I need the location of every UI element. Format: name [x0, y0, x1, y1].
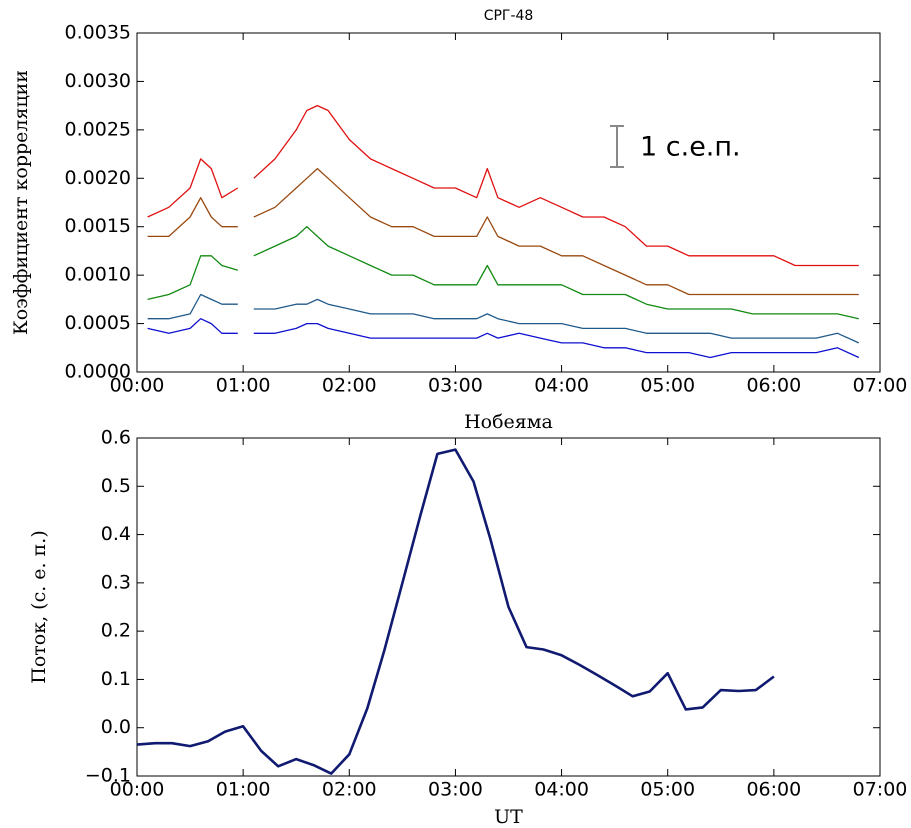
y-tick-label: −0.1	[85, 765, 131, 787]
y-tick-label: 0.6	[101, 427, 131, 449]
y-axis-label: Поток, (с. е. п.)	[28, 530, 50, 683]
x-tick-label: 03:00	[428, 779, 483, 801]
y-tick-label: 0.4	[101, 523, 131, 545]
y-tick-label: 0.0035	[65, 22, 131, 44]
x-tick-label: 05:00	[640, 779, 695, 801]
data-line	[147, 226, 859, 320]
x-tick-label: 02:00	[322, 375, 377, 397]
data-line	[147, 293, 860, 344]
y-tick-label: 0.0025	[65, 118, 131, 140]
x-axis-label: UT	[494, 806, 523, 828]
x-tick-label: 02:00	[322, 779, 377, 801]
y-tick-label: 0.5	[101, 475, 131, 497]
data-line	[147, 167, 859, 296]
y-axis-label: Коэффициент корреляции	[10, 70, 32, 335]
x-tick-label: 06:00	[746, 375, 801, 397]
x-tick-label: 05:00	[640, 375, 695, 397]
plot-frame	[136, 437, 881, 777]
x-tick-label: 07:00	[853, 375, 908, 397]
annotation: 1 с.е.п.	[640, 132, 741, 163]
x-tick-label: 04:00	[534, 375, 589, 397]
y-tick-label: 0.0010	[65, 264, 131, 286]
x-tick-label: 06:00	[746, 779, 801, 801]
data-line	[136, 448, 775, 775]
x-tick-label: 00:00	[110, 375, 165, 397]
x-tick-label: 01:00	[216, 375, 271, 397]
chart-title: СРГ-48	[484, 8, 534, 24]
y-tick-label: 0.0	[101, 716, 131, 738]
y-tick-label: 0.0015	[65, 215, 131, 237]
data-line	[147, 318, 860, 359]
x-tick-label: 04:00	[534, 779, 589, 801]
y-tick-label: 0.2	[101, 620, 131, 642]
chart-title: Нобеяма	[464, 411, 553, 433]
x-tick-label: 01:00	[216, 779, 271, 801]
x-tick-label: 03:00	[428, 375, 483, 397]
y-tick-label: 0.0000	[65, 361, 131, 383]
plot-frame	[136, 32, 881, 373]
data-line	[147, 104, 859, 267]
y-tick-label: 0.1	[101, 668, 131, 690]
x-tick-label: 07:00	[853, 779, 908, 801]
y-tick-label: 0.3	[101, 571, 131, 593]
y-tick-label: 0.0030	[65, 70, 131, 92]
x-tick-label: 00:00	[110, 779, 165, 801]
y-tick-label: 0.0020	[65, 167, 131, 189]
y-tick-label: 0.0005	[65, 312, 131, 334]
